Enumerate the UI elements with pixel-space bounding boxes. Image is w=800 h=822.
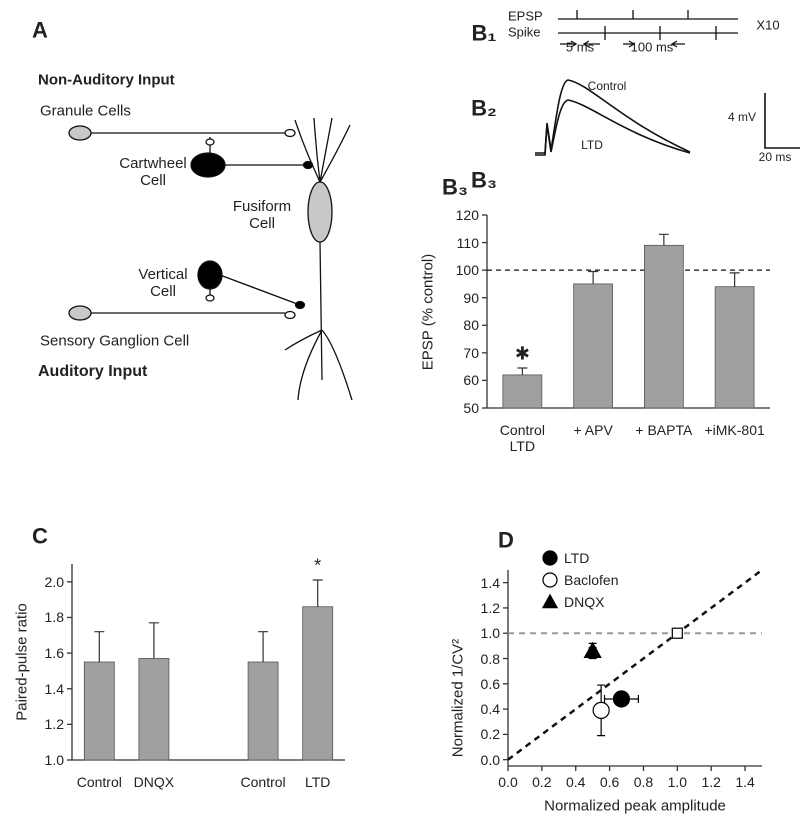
error-bar <box>729 272 740 287</box>
legend-marker <box>542 550 558 566</box>
error-bar <box>588 270 599 284</box>
protocol-label: EPSP <box>508 8 543 24</box>
y-tick-label: 50 <box>463 399 479 416</box>
panel-label: A <box>32 17 48 43</box>
y-axis-label: Normalized 1/CV² <box>449 638 467 758</box>
significance-marker: ✱ <box>514 343 530 364</box>
y-tick-label: 2.0 <box>44 573 64 590</box>
panel-label: B₃ <box>441 174 469 200</box>
scale-label: 20 ms <box>758 150 792 165</box>
panel-label: B₁ <box>471 20 497 46</box>
data-point <box>583 641 602 658</box>
scale-label: 4 mV <box>727 110 757 125</box>
bar <box>714 286 755 409</box>
y-tick-label: 1.8 <box>44 609 64 626</box>
error-bar <box>517 367 528 375</box>
x-tick-label: + BAPTA <box>635 422 693 438</box>
diagram-label: Vertical Cell <box>138 265 188 300</box>
y-tick-label: 0.0 <box>480 751 500 768</box>
y-tick-label: 120 <box>455 206 479 223</box>
diagram-label: Sensory Ganglion Cell <box>40 332 190 350</box>
bar <box>83 661 115 761</box>
x-tick-label: 0.4 <box>565 773 586 790</box>
y-tick-label: 1.2 <box>480 599 500 616</box>
diagram-label: Auditory Input <box>38 362 148 380</box>
y-tick-label: 110 <box>456 234 479 251</box>
protocol-label: X10 <box>756 17 780 33</box>
y-tick-label: 60 <box>463 372 479 389</box>
y-tick-label: 0.6 <box>480 675 500 692</box>
y-axis-label: EPSP (% control) <box>419 253 437 370</box>
diagram-label: Cartwheel Cell <box>119 154 187 189</box>
x-tick-label: 0.8 <box>633 773 654 790</box>
significance-marker: * <box>314 555 322 576</box>
error-bar <box>312 579 323 607</box>
diagram-label: Fusiform Cell <box>232 197 292 232</box>
x-tick-label: 0.2 <box>532 773 552 790</box>
trace-label: LTD <box>581 138 603 153</box>
data-point <box>592 701 610 719</box>
x-tick-label: 1.2 <box>701 773 721 790</box>
panel-label: B₃ <box>470 167 498 193</box>
y-tick-label: 1.0 <box>44 751 64 768</box>
diagram-label: Granule Cells <box>40 102 131 120</box>
circuit-diagram <box>68 117 353 401</box>
diagram-label: Non-Auditory Input <box>38 71 175 89</box>
error-bar <box>258 631 269 662</box>
protocol-label: 5 ms <box>565 39 595 55</box>
y-tick-label: 100 <box>455 262 479 279</box>
bar <box>302 606 334 761</box>
bar <box>573 283 613 409</box>
error-bar <box>658 233 669 246</box>
x-tick-label: Control <box>76 774 122 790</box>
y-tick-label: 1.2 <box>44 716 64 733</box>
x-tick-label: DNQX <box>133 774 175 790</box>
reference-point <box>671 627 683 639</box>
x-tick-label: 0.0 <box>498 773 518 790</box>
x-axis-label: Normalized peak amplitude <box>544 797 726 815</box>
legend-marker <box>541 593 559 609</box>
y-tick-label: 1.6 <box>44 645 64 662</box>
x-tick-label: +iMK-801 <box>704 422 765 438</box>
bar <box>644 244 684 409</box>
x-tick-label: Control <box>240 774 286 790</box>
panel-label: B₂ <box>471 95 497 121</box>
y-tick-label: 0.2 <box>480 726 500 743</box>
error-bar <box>94 631 105 662</box>
bar <box>502 374 543 409</box>
y-axis-label: Paired-pulse ratio <box>13 603 31 721</box>
legend-marker <box>542 572 558 588</box>
y-tick-label: 1.0 <box>480 625 500 642</box>
y-tick-label: 1.4 <box>480 574 500 591</box>
epsp-traces <box>535 79 800 156</box>
identity-line <box>507 568 763 761</box>
y-tick-label: 0.4 <box>480 701 500 718</box>
bar <box>247 661 279 761</box>
trace-label: Control <box>587 79 627 94</box>
x-tick-label: + APV <box>573 422 613 438</box>
data-point <box>612 690 631 708</box>
y-tick-label: 0.8 <box>480 650 500 667</box>
bar <box>138 658 170 761</box>
x-tick-label: 1.4 <box>735 773 755 790</box>
error-bar <box>148 622 159 659</box>
y-tick-label: 80 <box>463 317 479 334</box>
protocol-label: 100 ms <box>630 39 674 55</box>
protocol-diagram <box>558 10 738 48</box>
legend-label: LTD <box>564 549 590 566</box>
x-tick-label: 0.6 <box>599 773 620 790</box>
legend-label: DNQX <box>564 593 605 610</box>
x-tick-label: 1.0 <box>667 773 688 790</box>
x-tick-label: LTD <box>304 774 331 790</box>
panel-label: C <box>32 523 48 549</box>
y-tick-label: 90 <box>463 289 479 306</box>
panel-label: D <box>498 527 514 553</box>
protocol-label: Spike <box>508 24 541 40</box>
legend-label: Baclofen <box>564 571 619 588</box>
y-tick-label: 70 <box>463 344 479 361</box>
x-tick-label: Control LTD <box>499 422 545 455</box>
y-tick-label: 1.4 <box>44 680 64 697</box>
